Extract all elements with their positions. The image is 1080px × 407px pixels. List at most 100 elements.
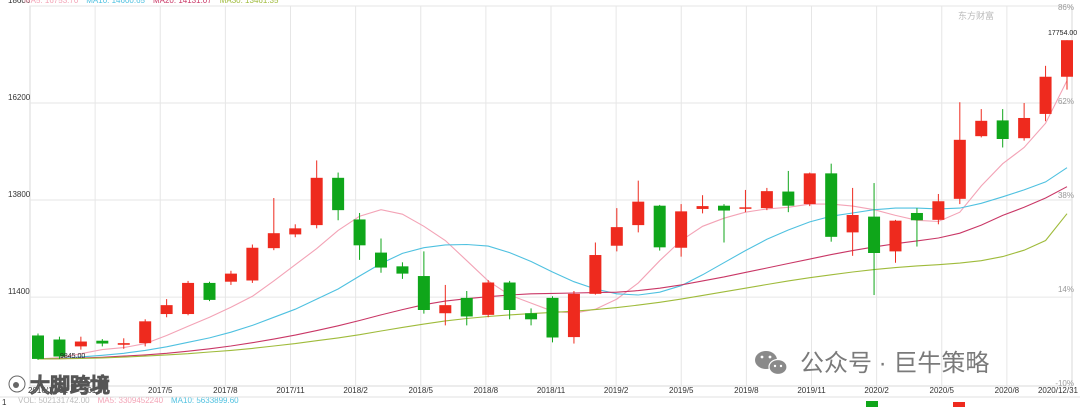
candle-body xyxy=(1061,40,1073,77)
candle-body xyxy=(1018,117,1031,139)
x-tick-label: 2018/8 xyxy=(474,386,499,395)
candle-down xyxy=(996,109,1009,148)
candle-up xyxy=(589,242,602,295)
candle-body xyxy=(760,191,773,209)
candle-body xyxy=(653,205,666,248)
candle-body xyxy=(332,177,345,211)
candle-body xyxy=(203,282,216,300)
candle-up xyxy=(803,172,816,207)
watermark-top: 东方财富 xyxy=(958,10,994,21)
candle-up xyxy=(310,160,323,229)
candle-body xyxy=(589,255,602,294)
candle-up xyxy=(610,208,623,252)
candle-up xyxy=(975,109,988,138)
candle-body xyxy=(503,282,516,310)
wechat-icon xyxy=(755,351,788,376)
candle-down xyxy=(353,212,366,260)
y-tick-label: 18600 xyxy=(8,0,31,5)
legend-top: MA5: 16753.70 MA10: 14600.65 MA20: 14131.0… xyxy=(24,0,279,5)
percent-tick-label: -10% xyxy=(1055,379,1074,388)
candle-body xyxy=(567,293,580,338)
x-tick-label: 2018/5 xyxy=(409,386,434,395)
candle-down xyxy=(868,183,881,296)
candle-body xyxy=(74,341,87,347)
candle-up xyxy=(932,193,945,225)
candle-body xyxy=(117,343,130,345)
legend-item: MA20: 14131.07 xyxy=(153,0,212,5)
y-axis: 18600 16200 13800 11400 xyxy=(8,0,31,296)
candle-up xyxy=(953,102,966,205)
candle-body xyxy=(525,313,538,320)
candle-body xyxy=(439,305,452,314)
legend-item: MA5: 16753.70 xyxy=(24,0,79,5)
x-tick-label: 2017/2 xyxy=(83,386,108,395)
candle-body xyxy=(546,297,559,338)
candle-up xyxy=(846,187,859,256)
x-tick-label: 2020/8 xyxy=(995,386,1020,395)
candle-down xyxy=(825,163,838,242)
legend-item: MA30: 13461.35 xyxy=(220,0,279,5)
candle-body xyxy=(482,282,495,315)
candle-body xyxy=(825,173,838,237)
x-tick-label: 2019/8 xyxy=(734,386,759,395)
candle-up xyxy=(1039,65,1052,122)
candle-down xyxy=(32,333,44,360)
candle-body xyxy=(417,276,430,310)
candle-body xyxy=(246,247,259,281)
candle-body xyxy=(353,219,366,246)
candle-down xyxy=(718,204,730,243)
candle-down xyxy=(53,336,66,359)
x-tick-label: 2017/11 xyxy=(276,386,305,395)
volume-panel: 1 xyxy=(0,396,1080,407)
candle-body xyxy=(610,227,623,246)
candle-body xyxy=(739,207,752,209)
candle-body xyxy=(910,212,923,221)
candle-body xyxy=(160,305,173,315)
candle-up xyxy=(160,299,173,318)
candle-down xyxy=(782,170,795,213)
candle-up xyxy=(1018,103,1031,141)
x-tick-label: 2020/5 xyxy=(930,386,955,395)
watermark-bottom-left: 大脚跨境 xyxy=(7,373,110,397)
candle-body xyxy=(889,220,902,252)
x-tick-label: 2020/12/31 xyxy=(1038,386,1079,395)
legend-bottom-row: VOL: 502131742.00 MA5: 3309452240 MA10: 56… xyxy=(18,396,239,405)
candle-body xyxy=(182,282,195,315)
candle-down xyxy=(417,251,430,314)
candle-body xyxy=(32,335,44,359)
candle-body xyxy=(846,215,859,233)
percent-tick-label: 38% xyxy=(1058,191,1074,200)
ma-line-ma10 xyxy=(37,167,1068,360)
candle-body xyxy=(932,201,945,220)
candle-up xyxy=(739,189,752,213)
candle-up xyxy=(439,284,452,326)
candle-body xyxy=(224,273,237,282)
percent-tick-label: 86% xyxy=(1058,3,1074,12)
candle-body xyxy=(396,266,409,274)
x-axis: 2016/12/31 2017/2 2017/5 2017/8 2017/11 2018/… xyxy=(28,386,1079,395)
candle-up xyxy=(246,244,259,283)
candle-down xyxy=(910,208,923,247)
weibo-logo-icon xyxy=(7,374,27,394)
candle-up xyxy=(632,180,645,233)
min-annotation: 9845.00 xyxy=(60,353,85,360)
percent-tick-label: 62% xyxy=(1058,97,1074,106)
legend-item: MA5: 3309452240 xyxy=(98,396,164,405)
y-tick-label: 11400 xyxy=(8,287,30,296)
watermark-bottom-left-text: 大脚跨境 xyxy=(30,373,110,397)
legend-bottom: VOL: 502131742.00 MA5: 3309452240 MA10: 56… xyxy=(18,396,239,405)
candle-body xyxy=(675,211,688,248)
legend-item: MA10: 14600.65 xyxy=(86,0,145,5)
candle-up xyxy=(482,280,495,318)
candle-up xyxy=(889,219,902,263)
candle-down xyxy=(525,308,538,326)
candle-body xyxy=(375,252,387,268)
candle-body xyxy=(632,201,645,226)
candle-body xyxy=(953,139,966,199)
candle-down xyxy=(653,204,666,251)
candle-up xyxy=(139,319,152,347)
x-tick-label: 2019/5 xyxy=(669,386,694,395)
x-tick-label: 2016/12/31 xyxy=(28,386,69,395)
watermark-bottom-right-text: 公众号 · 巨牛策略 xyxy=(800,350,989,377)
candle-body xyxy=(53,339,66,357)
